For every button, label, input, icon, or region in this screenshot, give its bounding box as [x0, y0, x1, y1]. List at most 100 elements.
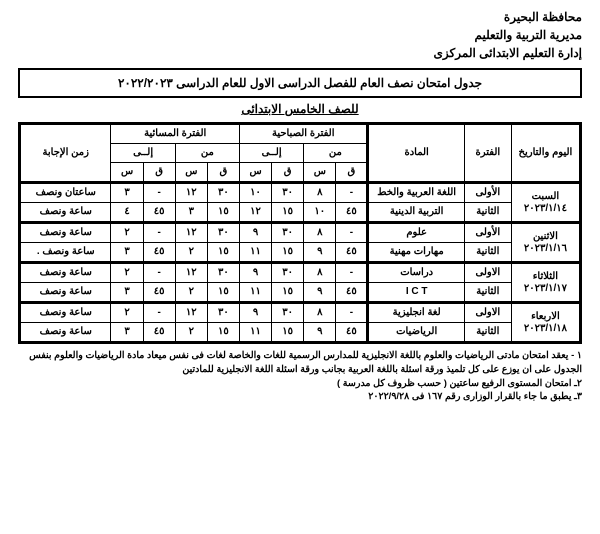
cell-time: ٩: [304, 283, 336, 303]
cell-time: ١٥: [207, 323, 239, 343]
cell-period: الثانية: [464, 243, 511, 263]
cell-time: ٣: [111, 243, 143, 263]
cell-time: ١٥: [272, 323, 304, 343]
footnote: ٣ـ يطبق ما جاء بالقرار الوزارى رقم ١٦٧ ف…: [18, 390, 582, 404]
col-to: إلــى: [111, 144, 175, 163]
cell-time: ٢: [111, 263, 143, 283]
col-h: س: [175, 163, 207, 183]
cell-duration: ساعة ونصف .: [20, 243, 111, 263]
col-duration: زمن الإجابة: [20, 124, 111, 183]
cell-duration: ساعة ونصف: [20, 323, 111, 343]
exam-schedule-table: اليوم والتاريخ الفترة المادة الفترة الصب…: [18, 122, 582, 344]
cell-time: -: [143, 303, 175, 323]
cell-time: ١٥: [207, 283, 239, 303]
cell-day-date: الاثنين٢٠٢٣/١/١٦: [511, 223, 580, 263]
cell-time: ٨: [304, 303, 336, 323]
cell-period: الثانية: [464, 323, 511, 343]
col-period: الفترة: [464, 124, 511, 183]
col-m: ق: [272, 163, 304, 183]
header-line: مديرية التربية والتعليم: [18, 26, 582, 44]
col-m: ق: [207, 163, 239, 183]
cell-time: ٣٠: [272, 223, 304, 243]
cell-time: ١٢: [175, 223, 207, 243]
cell-time: ١٥: [272, 283, 304, 303]
cell-time: ٣٠: [207, 303, 239, 323]
cell-time: ٤٥: [336, 243, 368, 263]
cell-time: ٤٥: [143, 283, 175, 303]
cell-time: ٤٥: [336, 323, 368, 343]
col-m: ق: [336, 163, 368, 183]
footnote: ١ - يعقد امتحان مادتى الرياضيات والعلوم …: [18, 349, 582, 377]
cell-time: ٨: [304, 183, 336, 203]
col-from: من: [304, 144, 368, 163]
col-from: من: [175, 144, 239, 163]
cell-time: ٣٠: [207, 183, 239, 203]
cell-subject: I C T: [368, 283, 464, 303]
cell-time: ١١: [239, 243, 271, 263]
footnote: ٢ـ امتحان المستوى الرفيع ساعتين ( حسب ظر…: [18, 377, 582, 391]
cell-duration: ساعة ونصف: [20, 263, 111, 283]
cell-time: ٨: [304, 263, 336, 283]
cell-time: ١٥: [207, 243, 239, 263]
col-subject: المادة: [368, 124, 464, 183]
cell-time: ٢: [111, 303, 143, 323]
cell-time: -: [336, 303, 368, 323]
cell-subject: لغة انجليزية: [368, 303, 464, 323]
cell-time: -: [336, 183, 368, 203]
cell-time: ١٥: [272, 243, 304, 263]
cell-time: ١٠: [239, 183, 271, 203]
col-day-date: اليوم والتاريخ: [511, 124, 580, 183]
col-h: س: [111, 163, 143, 183]
cell-time: ٢: [175, 323, 207, 343]
cell-time: ١٥: [207, 203, 239, 223]
footnotes: ١ - يعقد امتحان مادتى الرياضيات والعلوم …: [18, 349, 582, 404]
cell-subject: مهارات مهنية: [368, 243, 464, 263]
cell-time: -: [143, 223, 175, 243]
cell-time: ١٥: [272, 203, 304, 223]
cell-period: الأولى: [464, 223, 511, 243]
header-line: إدارة التعليم الابتدائى المركزى: [18, 44, 582, 62]
cell-duration: ساعة ونصف: [20, 203, 111, 223]
cell-time: ٨: [304, 223, 336, 243]
cell-subject: اللغة العربية والخط: [368, 183, 464, 203]
cell-time: ١٢: [175, 263, 207, 283]
col-morning: الفترة الصباحية: [239, 124, 368, 144]
cell-time: ٣: [111, 183, 143, 203]
cell-time: ٣٠: [207, 263, 239, 283]
cell-time: ٩: [239, 223, 271, 243]
cell-time: ٤٥: [143, 323, 175, 343]
cell-time: ٤٥: [336, 203, 368, 223]
cell-time: ٩: [239, 303, 271, 323]
cell-subject: دراسات: [368, 263, 464, 283]
cell-time: -: [336, 263, 368, 283]
cell-time: ٩: [304, 243, 336, 263]
cell-time: ١٠: [304, 203, 336, 223]
cell-subject: الرياضيات: [368, 323, 464, 343]
cell-time: ٢: [111, 223, 143, 243]
cell-time: ٤٥: [143, 203, 175, 223]
cell-time: ١١: [239, 283, 271, 303]
cell-duration: ساعة ونصف: [20, 223, 111, 243]
cell-subject: التربية الدينية: [368, 203, 464, 223]
cell-period: الاولى: [464, 303, 511, 323]
cell-time: ١٢: [175, 303, 207, 323]
col-h: س: [304, 163, 336, 183]
cell-time: ٩: [239, 263, 271, 283]
cell-time: ٤: [111, 203, 143, 223]
header-line: محافظة البحيرة: [18, 8, 582, 26]
col-to: إلــى: [239, 144, 303, 163]
cell-period: الأولى: [464, 183, 511, 203]
cell-time: ٣: [175, 203, 207, 223]
cell-time: -: [143, 263, 175, 283]
cell-day-date: السبت٢٠٢٣/١/١٤: [511, 183, 580, 223]
col-h: س: [239, 163, 271, 183]
cell-period: الثانية: [464, 203, 511, 223]
cell-time: -: [143, 183, 175, 203]
main-title: جدول امتحان نصف العام للفصل الدراسى الاو…: [18, 68, 582, 98]
cell-time: ١٢: [175, 183, 207, 203]
cell-time: ٢: [175, 283, 207, 303]
cell-time: ٩: [304, 323, 336, 343]
cell-duration: ساعة ونصف: [20, 283, 111, 303]
cell-time: ٣: [111, 323, 143, 343]
sub-title: للصف الخامس الابتدائى: [18, 102, 582, 116]
